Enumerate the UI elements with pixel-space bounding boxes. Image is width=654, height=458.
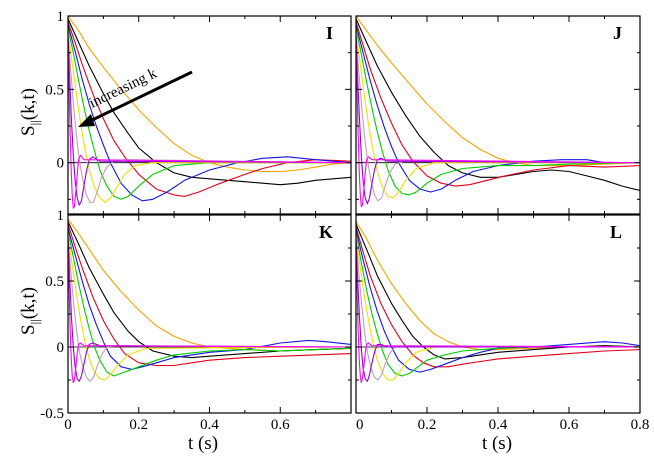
series-line-k6 — [356, 234, 640, 381]
increasing-k-annotation: increasing k — [78, 65, 193, 127]
y-label-main: S — [18, 324, 39, 335]
series-line-k9 — [356, 242, 640, 384]
x-tick-label: 0.6 — [271, 417, 290, 433]
series-line-k4 — [356, 229, 640, 373]
series-group — [68, 218, 351, 384]
series-line-k4 — [356, 24, 640, 193]
x-tick-label: 0.2 — [418, 417, 437, 433]
series-line-k9 — [68, 39, 351, 209]
annotation-arrowhead — [78, 114, 95, 127]
y-axis-label-top: S||(k,t) — [18, 88, 42, 136]
series-line-k6 — [68, 233, 351, 381]
y-label-sub: || — [27, 319, 42, 324]
annotation-arrow-line — [87, 70, 193, 124]
series-line-k5 — [356, 232, 640, 377]
series-line-k4 — [68, 24, 351, 202]
series-line-k7 — [68, 33, 351, 203]
panel-frame — [67, 214, 352, 414]
series-line-k6 — [356, 30, 640, 199]
series-line-k7 — [356, 33, 640, 202]
panel-K: -0.500.510 0.2 0.4 0.6K — [40, 208, 352, 433]
series-line-k8 — [356, 240, 640, 382]
series-line-k9 — [356, 39, 640, 208]
y-tick-label: 0.5 — [45, 82, 64, 98]
series-line-k3 — [68, 224, 351, 367]
series-line-k1 — [68, 16, 351, 173]
series-line-k1 — [356, 16, 640, 167]
panel-frame — [355, 15, 641, 215]
x-tick-label: 0.4 — [489, 417, 508, 433]
panel-J: J — [355, 15, 641, 215]
series-line-k5 — [68, 27, 351, 200]
series-line-k4 — [68, 228, 351, 370]
x-tick-label: 0.6 — [560, 417, 579, 433]
y-tick-label: 1 — [57, 208, 65, 224]
y-tick-label: 1 — [57, 9, 65, 25]
series-line-k1 — [68, 218, 351, 352]
y-label-arg: (k,t) — [18, 88, 39, 120]
series-line-k8 — [356, 36, 640, 205]
x-tick-label: 0.8 — [631, 417, 650, 433]
panel-label: K — [319, 222, 333, 242]
series-line-k2 — [68, 221, 351, 359]
x-tick-label: 0 — [356, 417, 364, 433]
series-line-k5 — [356, 27, 640, 196]
series-line-k6 — [68, 30, 351, 203]
series-group — [68, 16, 351, 209]
series-line-k8 — [68, 36, 351, 206]
panel-label: L — [610, 222, 622, 242]
panel-I: 0 0.5 1 I — [45, 9, 352, 215]
panel-label: I — [326, 23, 333, 43]
y-tick-label: 0 — [57, 340, 65, 356]
x-axis-label-right: t (s) — [482, 433, 512, 454]
y-tick-label: -0.5 — [40, 406, 64, 422]
y-axis-label-bottom: S||(k,t) — [18, 287, 42, 335]
x-tick-label: 0.4 — [200, 417, 219, 433]
panel-L: 0 0.2 0.4 0.6 0.8 L — [355, 214, 650, 433]
x-tick-label: 0 — [64, 417, 72, 433]
series-line-k7 — [68, 236, 351, 382]
series-line-k7 — [356, 237, 640, 381]
series-line-k1 — [356, 221, 640, 351]
series-group — [356, 16, 640, 208]
series-line-k3 — [356, 226, 640, 368]
y-label-main: S — [18, 125, 39, 136]
y-label-arg: (k,t) — [18, 287, 39, 319]
series-line-k2 — [356, 223, 640, 360]
y-tick-label: 0.5 — [45, 274, 64, 290]
y-label-sub: || — [27, 120, 42, 125]
series-group — [356, 221, 640, 384]
series-line-k9 — [68, 241, 351, 384]
series-line-k2 — [356, 18, 640, 192]
x-tick-label: 0.2 — [129, 417, 148, 433]
panel-frame — [67, 15, 352, 215]
series-line-k5 — [68, 230, 351, 377]
series-line-k3 — [68, 21, 351, 197]
panel-label: J — [613, 23, 622, 43]
x-axis-label-left: t (s) — [188, 433, 218, 454]
series-line-k8 — [68, 238, 351, 382]
y-tick-label: 0 — [57, 156, 65, 172]
series-line-k2 — [68, 18, 351, 186]
series-line-k3 — [356, 21, 640, 187]
